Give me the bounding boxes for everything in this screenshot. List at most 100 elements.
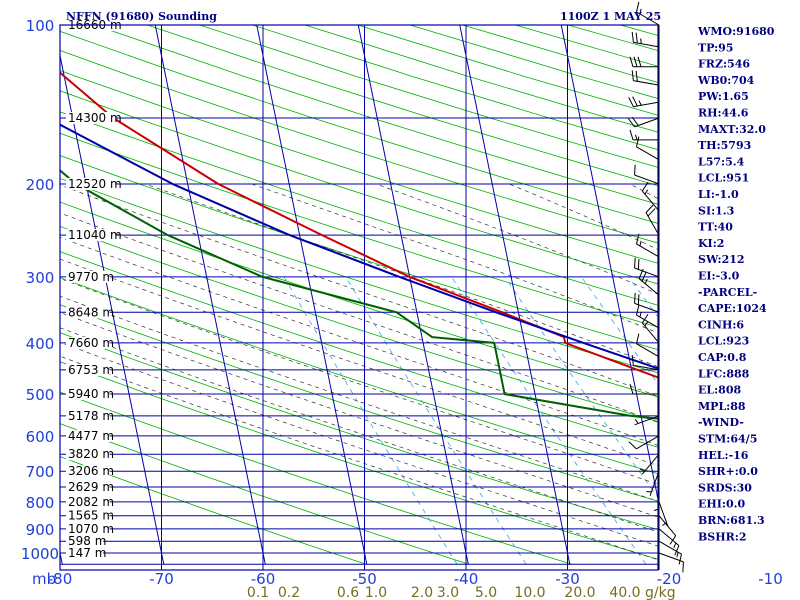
wind-barb-flag — [631, 354, 634, 366]
dry-adiabat-line — [60, 111, 658, 306]
wind-barb-staff — [658, 540, 682, 555]
wind-barb — [627, 116, 660, 128]
index-line: TH:5793 — [698, 139, 751, 152]
height-label-bg — [66, 481, 110, 494]
height-label-bg — [66, 336, 110, 349]
wind-barb-staff — [634, 117, 660, 128]
wind-barb-half — [653, 508, 660, 512]
wind-barb-flag — [628, 97, 634, 107]
wind-barb-flag — [647, 208, 656, 217]
dry-adiabat-line — [60, 361, 658, 560]
wind-barb — [641, 313, 660, 344]
wind-barb-half — [644, 321, 649, 327]
dry-adiabat-line — [60, 423, 470, 565]
wind-barb-half — [662, 522, 667, 527]
index-line: -WIND- — [698, 416, 744, 429]
axes: 100 200 300 400 500 600 700 800 900 1000 mb-80 -70 -… — [21, 17, 783, 600]
wind-barb-half — [634, 418, 639, 424]
wind-barb — [646, 471, 660, 496]
pressure-tick-label: 800 — [26, 494, 55, 512]
index-line: TP:95 — [698, 41, 733, 54]
wind-barb — [631, 31, 660, 48]
height-label: 8648 m — [68, 305, 114, 319]
moist-adiabat-line — [60, 295, 658, 502]
isotherm-line — [256, 25, 368, 565]
parcel-trace — [60, 123, 658, 370]
wind-barb — [629, 129, 659, 141]
index-line: MAXT:32.0 — [698, 123, 766, 136]
height-label-bg — [66, 409, 110, 422]
wind-barb-staff — [641, 453, 660, 475]
mixing-ratio-label: 20.0 — [564, 585, 595, 600]
height-label: 147 m — [68, 546, 106, 560]
mixing-ratio-unit: g/kg — [645, 585, 676, 600]
wind-barb-flag — [637, 56, 642, 67]
height-label: 3206 m — [68, 464, 114, 478]
height-label: 5940 m — [68, 387, 114, 401]
wind-barb-flag — [632, 96, 638, 107]
wind-barb-flag — [627, 118, 635, 128]
mixing-ratio-line — [345, 276, 527, 565]
index-line: CAP:0.8 — [698, 351, 747, 364]
wind-barb-flag — [641, 271, 647, 282]
wind-barb-staff — [641, 190, 660, 212]
wind-barb — [645, 204, 660, 236]
wind-barb-half — [644, 278, 648, 284]
height-label-bg — [66, 465, 110, 478]
wind-barb — [658, 528, 680, 556]
temperature-trace — [60, 71, 658, 379]
pressure-tick-label: 500 — [26, 386, 55, 404]
temperature-tick-label: -70 — [149, 570, 174, 588]
chart-time: 1100Z 1 MAY 25 — [560, 10, 661, 23]
wind-barb-flag — [633, 56, 638, 67]
wind-barb-staff — [633, 80, 660, 86]
wind-barb-flag — [635, 32, 638, 44]
mixing-ratio-line — [451, 276, 647, 565]
moist-adiabat-line — [60, 258, 658, 467]
wind-barb-staff — [636, 343, 660, 358]
dry-adiabat-line — [60, 391, 573, 565]
wind-barb-flag — [637, 294, 640, 305]
wind-barb-staff — [658, 501, 669, 527]
wind-barb-staff — [658, 528, 680, 546]
mixing-ratio-label: 0.6 — [337, 585, 359, 600]
index-line: WMO:91680 — [697, 25, 775, 38]
dry-adiabat-line — [60, 70, 658, 264]
height-label: 6753 m — [68, 363, 114, 377]
wind-barb — [628, 96, 660, 108]
wind-barb-staff — [658, 552, 684, 563]
wind-barb-flag — [674, 545, 680, 556]
height-label: 11040 m — [68, 228, 122, 242]
dry-adiabat-line — [60, 49, 658, 244]
mixing-ratio-label: 3.0 — [437, 585, 459, 600]
height-label-bg — [66, 229, 117, 242]
index-line: SW:212 — [698, 253, 745, 266]
wind-barb-half — [676, 552, 679, 558]
wind-barb — [628, 435, 660, 450]
mixing-ratio-label: 0.1 — [247, 585, 269, 600]
wind-barb — [634, 257, 660, 278]
wind-barb-staff — [633, 101, 660, 108]
wind-barb-flag — [635, 333, 640, 344]
pressure-tick-label: 1000 — [21, 545, 59, 563]
wind-barb-flag — [628, 441, 637, 450]
pressure-tick-label: 600 — [26, 428, 55, 446]
pressure-unit-label: mb — [32, 570, 56, 588]
index-line: CAPE:1024 — [698, 302, 767, 315]
wind-barb-staff — [636, 243, 660, 258]
wind-barb-flag — [634, 292, 636, 304]
temperature-tick-label: -50 — [352, 570, 377, 588]
chart-title: NFFN (91680) Sounding — [66, 10, 217, 23]
wind-barb-flag — [682, 561, 684, 573]
wind-barb-staff — [634, 302, 660, 313]
wind-barb-staff — [634, 415, 660, 426]
wind-barb-half — [639, 311, 642, 318]
pressure-tick-label: 700 — [26, 463, 55, 481]
wind-barb — [634, 415, 660, 426]
dry-adiabat-line — [60, 251, 658, 448]
wind-barb — [641, 182, 660, 212]
index-line: EHI:0.0 — [698, 498, 745, 511]
wind-barb-half — [638, 100, 642, 106]
wind-barb-half — [640, 38, 642, 44]
wind-barb — [639, 453, 660, 475]
